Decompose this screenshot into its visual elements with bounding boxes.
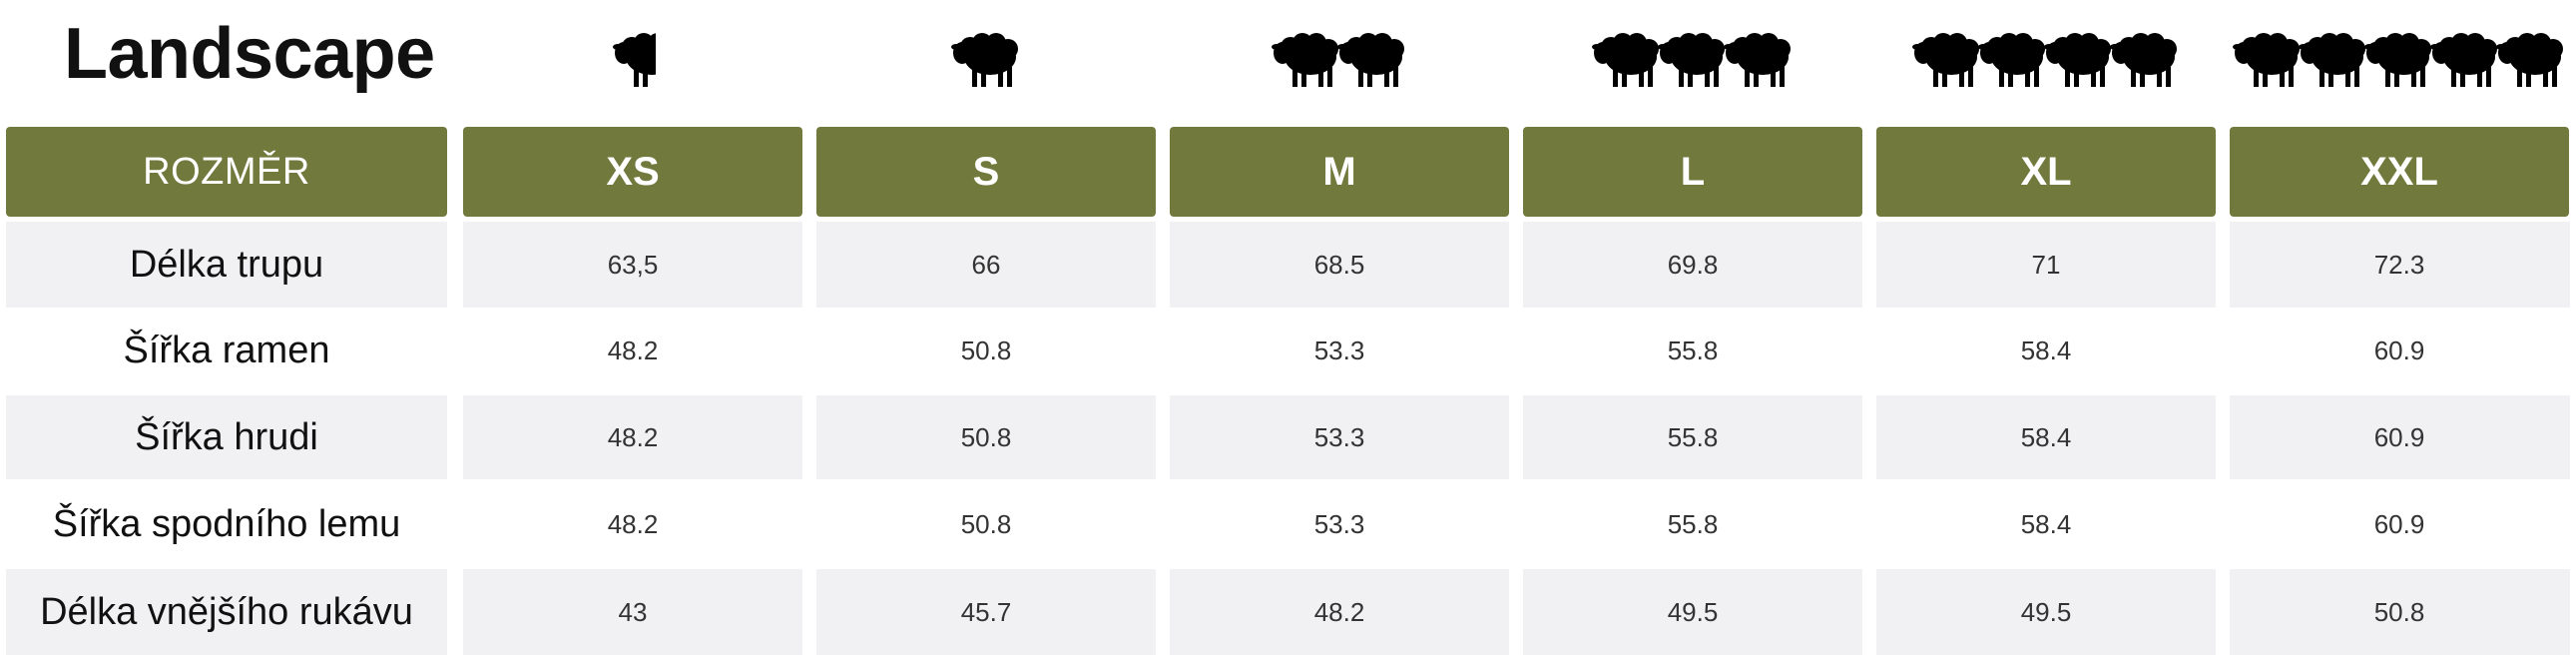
sheep-icon [1723,27,1795,91]
column-gap [1862,222,1876,308]
sheep-icon [2495,27,2567,91]
sheep-icon [2429,27,2501,91]
sheep-group-xl [1876,24,2216,94]
table-cell: 50.8 [960,508,1012,539]
half-sheep-icon [610,27,656,91]
row-label: Šířka spodního lemu [52,502,401,545]
table-cell: 60.9 [2373,421,2425,452]
row-stripe [6,569,2570,655]
column-gap [1509,222,1523,308]
sheep-group-xxl [2230,24,2569,94]
header-size-xxl: XXL [2230,127,2569,217]
table-cell: 68.5 [1313,249,1365,280]
table-cell: 55.8 [1667,508,1719,539]
table-cell: 53.3 [1313,421,1365,452]
column-gap [1509,395,1523,479]
row-label: Délka vnějšího rukávu [40,590,413,633]
row-stripe [6,222,2570,308]
column-gap [1862,395,1876,479]
row-label: Délka trupu [129,243,324,286]
table-cell: 48.2 [607,508,659,539]
table-cell: 53.3 [1313,334,1365,365]
table-cell: 43 [618,596,648,627]
column-gap [447,222,463,308]
column-gap [1156,569,1170,655]
table-cell: 60.9 [2373,334,2425,365]
column-gap [1862,569,1876,655]
table-cell: 58.4 [2020,334,2072,365]
sheep-icon [2363,27,2435,91]
table-cell: 48.2 [607,421,659,452]
header-rozmer: ROZMĚR [6,127,447,217]
table-cell: 72.3 [2373,249,2425,280]
column-gap [2216,395,2230,479]
table-cell: 55.8 [1667,421,1719,452]
row-label: Šířka hrudi [135,415,318,458]
row-label: Šířka ramen [123,329,330,371]
table-cell: 50.8 [2373,596,2425,627]
header-size-xl: XL [1876,127,2216,217]
table-cell: 63,5 [607,249,659,280]
sheep-group-l [1523,24,1862,94]
table-cell: 60.9 [2373,508,2425,539]
column-gap [1156,395,1170,479]
page-title: Landscape [64,14,435,94]
sheep-icon [950,27,1022,91]
table-cell: 49.5 [2020,596,2072,627]
sheep-icon [1591,27,1663,91]
table-cell: 48.2 [1313,596,1365,627]
table-cell: 69.8 [1667,249,1719,280]
sheep-icon [1336,27,1408,91]
sheep-group-m [1170,24,1509,94]
sheep-group-s [816,24,1156,94]
sheep-icon [1657,27,1729,91]
column-gap [802,569,816,655]
header-size-xs: XS [463,127,802,217]
table-cell: 45.7 [960,596,1012,627]
table-cell: 50.8 [960,421,1012,452]
column-gap [802,222,816,308]
sheep-icon [2109,27,2181,91]
table-cell: 58.4 [2020,508,2072,539]
table-cell: 48.2 [607,334,659,365]
table-cell: 66 [971,249,1001,280]
table-cell: 58.4 [2020,421,2072,452]
column-gap [1156,222,1170,308]
table-cell: 53.3 [1313,508,1365,539]
column-gap [447,569,463,655]
column-gap [1509,569,1523,655]
row-stripe [6,395,2570,479]
table-cell: 50.8 [960,334,1012,365]
table-cell: 49.5 [1667,596,1719,627]
header-size-s: S [816,127,1156,217]
column-gap [2216,222,2230,308]
table-cell: 71 [2031,249,2061,280]
sheep-group-xs [463,24,802,94]
header-size-l: L [1523,127,1862,217]
sheep-icon [1911,27,1983,91]
sheep-icon [1977,27,2049,91]
sheep-icon [2298,27,2369,91]
sheep-icon [2043,27,2115,91]
column-gap [447,395,463,479]
table-cell: 55.8 [1667,334,1719,365]
sheep-icon [2232,27,2304,91]
column-gap [2216,569,2230,655]
column-gap [802,395,816,479]
sheep-icon [1271,27,1342,91]
header-size-m: M [1170,127,1509,217]
